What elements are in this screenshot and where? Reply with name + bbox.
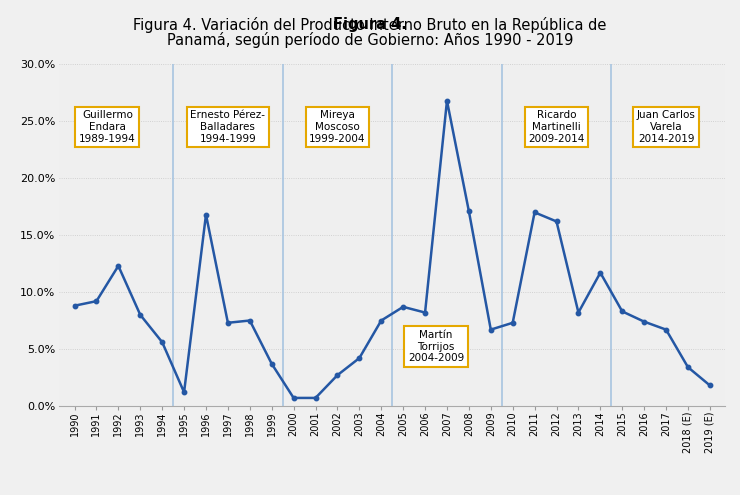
Text: Mireya
Moscoso
1999-2004: Mireya Moscoso 1999-2004 bbox=[309, 110, 366, 144]
Text: Figura 4. Variación del Producto Interno Bruto en la República de: Figura 4. Variación del Producto Interno… bbox=[133, 17, 607, 33]
Text: Figura 4.: Figura 4. bbox=[333, 17, 407, 32]
Text: Ricardo
Martinelli
2009-2014: Ricardo Martinelli 2009-2014 bbox=[528, 110, 585, 144]
Text: Ernesto Pérez-
Balladares
1994-1999: Ernesto Pérez- Balladares 1994-1999 bbox=[190, 110, 266, 144]
Text: Panamá, según período de Gobierno: Años 1990 - 2019: Panamá, según período de Gobierno: Años … bbox=[166, 32, 574, 48]
Text: Juan Carlos
Varela
2014-2019: Juan Carlos Varela 2014-2019 bbox=[636, 110, 696, 144]
Text: Guillermo
Endara
1989-1994: Guillermo Endara 1989-1994 bbox=[79, 110, 135, 144]
Text: Martín
Torrijos
2004-2009: Martín Torrijos 2004-2009 bbox=[408, 330, 464, 363]
